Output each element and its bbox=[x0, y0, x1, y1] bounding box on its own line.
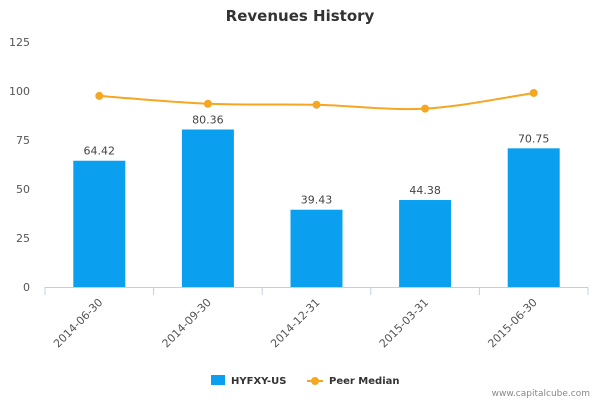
bar bbox=[399, 200, 452, 287]
y-tick-label: 25 bbox=[16, 232, 30, 245]
bar-data-label: 39.43 bbox=[301, 194, 333, 207]
chart-title: Revenues History bbox=[226, 7, 375, 25]
bar bbox=[73, 160, 126, 287]
bar-data-label: 80.36 bbox=[192, 113, 224, 126]
y-tick-label: 50 bbox=[16, 183, 30, 196]
legend-label-line: Peer Median bbox=[329, 376, 400, 387]
bar-series: 64.42 80.36 39.43 44.38 70.75 bbox=[73, 113, 560, 287]
x-tick-label: 2015-03-31 bbox=[377, 296, 431, 350]
line-series bbox=[95, 88, 538, 113]
x-tick-label: 2014-06-30 bbox=[51, 296, 105, 350]
bar bbox=[507, 148, 560, 287]
y-tick-label: 125 bbox=[9, 36, 30, 49]
peer-median-point bbox=[312, 100, 321, 109]
y-tick-label: 75 bbox=[16, 134, 30, 147]
x-axis: 2014-06-30 2014-09-30 2014-12-31 2015-03-31… bbox=[44, 287, 589, 350]
bar-data-label: 70.75 bbox=[518, 132, 550, 145]
bar-data-label: 44.38 bbox=[409, 184, 441, 197]
x-tick-label: 2014-09-30 bbox=[160, 296, 214, 350]
x-tick-label: 2014-12-31 bbox=[268, 296, 322, 350]
bar bbox=[181, 129, 234, 287]
peer-median-point bbox=[421, 104, 430, 113]
x-tick-label: 2015-06-30 bbox=[485, 296, 539, 350]
peer-median-point bbox=[203, 99, 212, 108]
y-tick-label: 100 bbox=[9, 85, 30, 98]
credit-text: www.capitalcube.com bbox=[492, 389, 590, 399]
bar bbox=[290, 209, 343, 287]
legend-label-bars: HYFXY-US bbox=[231, 376, 286, 387]
legend: HYFXY-US Peer Median bbox=[211, 375, 400, 387]
peer-median-point bbox=[95, 91, 104, 100]
peer-median-point bbox=[529, 88, 538, 97]
y-tick-label: 0 bbox=[23, 281, 30, 294]
bar-data-label: 64.42 bbox=[84, 145, 116, 158]
y-axis: 0 25 50 75 100 125 bbox=[9, 36, 30, 294]
legend-swatch-marker bbox=[311, 377, 319, 385]
legend-swatch-bars bbox=[211, 375, 225, 385]
